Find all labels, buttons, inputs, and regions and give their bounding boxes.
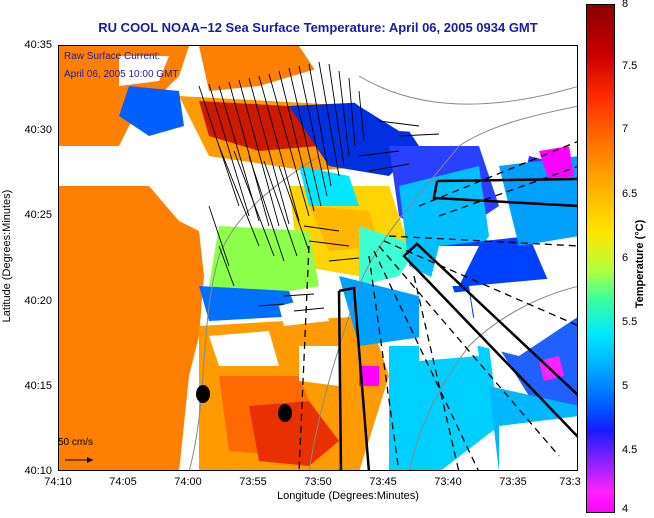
colorbar-tick: 5 [622, 380, 629, 392]
x-tick-label: 73:45 [369, 476, 397, 488]
colorbar-tick: 7.5 [622, 60, 638, 72]
buoy-marker [278, 404, 292, 422]
no-data-area [429, 246, 479, 286]
current-legend-time: April 06, 2005 10:00 GMT [64, 69, 179, 80]
y-tick-label: 40:20 [24, 295, 52, 307]
sst-patch-mid [209, 226, 319, 296]
land-mass [59, 186, 204, 470]
dashed-lines [298, 141, 577, 470]
colorbar-tick: 8 [622, 0, 629, 10]
buoy-marker [196, 385, 210, 403]
no-data-area [299, 46, 577, 151]
bathymetry-contour [308, 105, 577, 470]
y-tick-label: 40:35 [24, 39, 52, 51]
x-tick-label: 73:55 [239, 476, 267, 488]
no-data-area [419, 291, 479, 361]
current-vectors [198, 61, 440, 312]
x-axis-title: Longitude (Degrees:Minutes) [277, 490, 419, 502]
colorbar-tick: 6 [622, 252, 629, 264]
bathymetry-contour [358, 75, 577, 105]
shipping-lane [432, 180, 577, 208]
x-tick-label: 73:35 [499, 476, 527, 488]
colorbar-tick: 5.5 [622, 316, 638, 328]
no-data-area [279, 296, 329, 326]
sst-patch-cool [119, 86, 184, 136]
no-data-area [59, 146, 129, 186]
sst-map-canvas [59, 46, 577, 470]
scale-arrow-head [87, 457, 93, 463]
sst-patch-cool [339, 276, 429, 346]
no-data-area [209, 331, 279, 366]
sst-patch-cool [199, 286, 299, 321]
chart-title: RU COOL NOAA−12 Sea Surface Temperature:… [98, 20, 538, 35]
no-data-area [469, 276, 577, 356]
y-tick-label: 40:30 [24, 124, 52, 136]
temperature-colorbar [586, 4, 615, 513]
sst-patch-purple [539, 146, 574, 181]
y-tick-label: 40:10 [24, 465, 52, 477]
no-data-area [299, 346, 339, 386]
colorbar-tick: 4.5 [622, 444, 638, 456]
sst-patch-hot [199, 101, 319, 151]
y-tick-label: 40:25 [24, 209, 52, 221]
x-tick-label: 73:50 [304, 476, 332, 488]
x-tick-label: 74:10 [44, 476, 72, 488]
current-legend-title: Raw Surface Current: [64, 51, 161, 62]
y-tick-label: 40:15 [24, 380, 52, 392]
colorbar-tick: 7 [622, 123, 629, 135]
shipping-lane [436, 177, 577, 183]
x-tick-label: 74:05 [109, 476, 137, 488]
no-data-area [499, 416, 577, 470]
y-axis-title: Latitude (Degrees:Minutes) [1, 189, 13, 323]
x-tick-label: 73:3 [559, 476, 581, 488]
shipping-lane [337, 290, 343, 470]
sst-patch-warm [249, 401, 339, 466]
sst-map [58, 45, 578, 471]
shipping-lane [338, 286, 371, 470]
x-tick-label: 73:40 [434, 476, 462, 488]
shipping-lane [402, 242, 577, 438]
no-data-area [119, 56, 169, 86]
bathymetry-contour [408, 286, 577, 470]
colorbar-tick: 6.5 [622, 188, 638, 200]
sst-patch-mid [359, 226, 419, 286]
scale-label: 50 cm/s [58, 437, 94, 448]
x-tick-label: 74:00 [174, 476, 202, 488]
sst-patch-purple [359, 366, 379, 386]
colorbar-tick: 4 [622, 503, 629, 515]
colorbar-title: Temperature (°C) [634, 219, 646, 309]
